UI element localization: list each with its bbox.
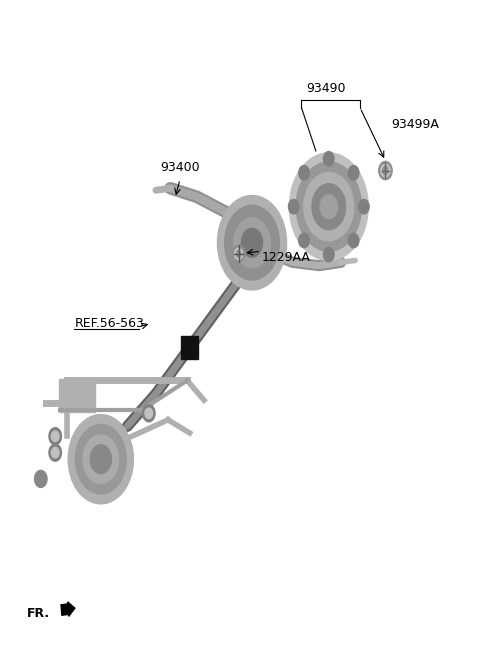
Circle shape [348,234,359,248]
Circle shape [299,234,309,248]
Circle shape [49,428,61,445]
Circle shape [217,195,287,290]
Circle shape [83,435,119,483]
Text: 1229AA: 1229AA [262,251,311,264]
Circle shape [232,245,245,262]
Circle shape [379,161,392,180]
Circle shape [296,162,361,251]
Circle shape [75,424,126,494]
Circle shape [51,431,59,441]
Circle shape [234,218,270,268]
Circle shape [288,199,299,214]
Text: FR.: FR. [26,607,49,620]
Circle shape [225,205,279,280]
Circle shape [90,445,111,474]
Circle shape [241,228,263,257]
FancyBboxPatch shape [181,336,198,359]
Circle shape [35,470,47,487]
Circle shape [49,444,61,461]
Text: REF.56-563: REF.56-563 [74,317,144,330]
Text: 93499A: 93499A [391,118,439,131]
Circle shape [145,408,153,419]
FancyArrow shape [61,602,75,616]
Circle shape [304,173,354,241]
Circle shape [324,247,334,262]
FancyBboxPatch shape [59,379,95,412]
Circle shape [51,447,59,458]
Circle shape [289,153,368,260]
Circle shape [320,195,337,218]
Text: 93400: 93400 [160,161,200,174]
Circle shape [359,199,369,214]
Circle shape [143,405,155,422]
Circle shape [68,415,133,504]
Circle shape [299,165,309,180]
Circle shape [312,184,346,230]
Text: 93490: 93490 [307,82,346,95]
Circle shape [324,152,334,166]
Circle shape [348,165,359,180]
